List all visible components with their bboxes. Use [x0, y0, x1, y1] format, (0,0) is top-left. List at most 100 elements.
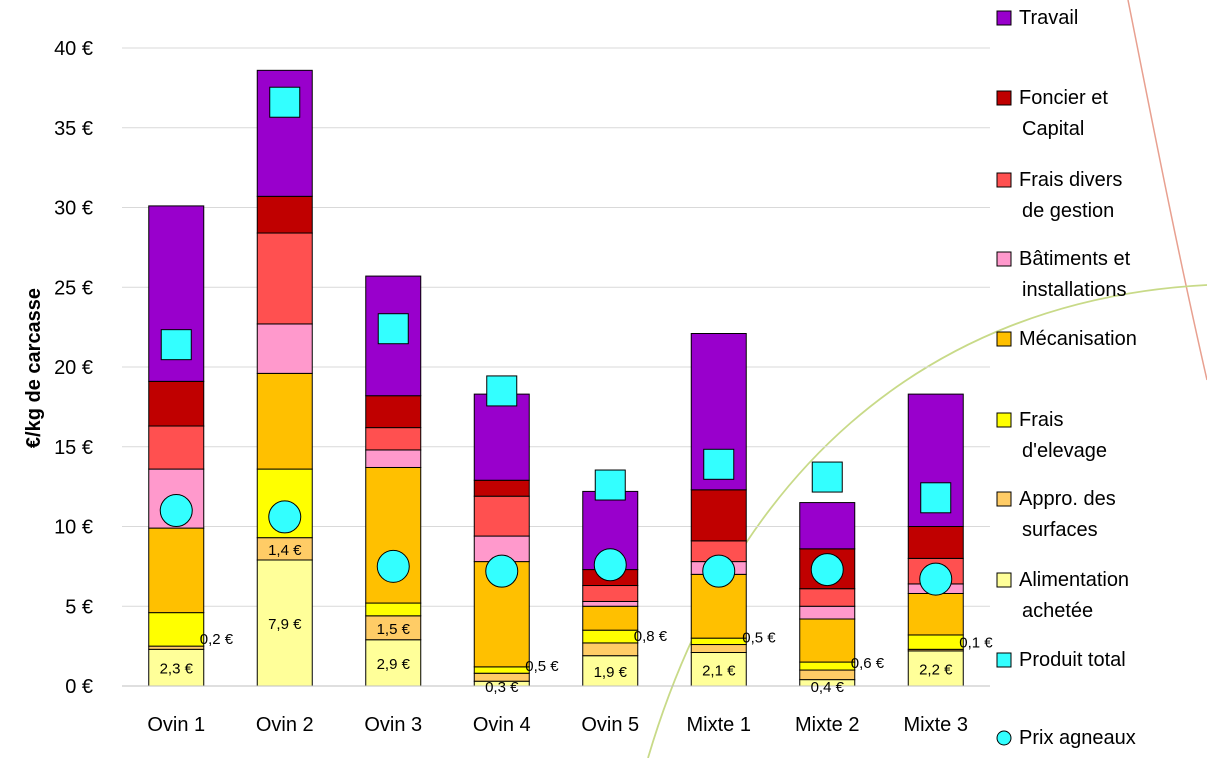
x-tick-label: Ovin 4 [473, 714, 531, 736]
bar-segment-appro-des-surfaces-mixte-1 [690, 644, 747, 654]
marker-produit-total-ovin-5 [594, 469, 626, 501]
bar-segment-batiments-et-installations-mixte-2 [799, 605, 856, 620]
data-label: 0,3 € [485, 679, 519, 696]
data-label: 7,9 € [268, 616, 302, 633]
data-label: 0,8 € [634, 628, 668, 645]
bar-segment-frais-d-elevage-ovin-4 [473, 666, 530, 674]
legend-label: installations [1022, 279, 1127, 301]
marker-prix-agneaux-ovin-3 [376, 549, 410, 583]
legend-label: d'elevage [1022, 440, 1107, 462]
legend-label: achetée [1022, 600, 1093, 622]
bar-segment-foncier-et-capital-mixte-1 [690, 489, 747, 542]
legend-swatch [996, 10, 1012, 26]
bar-segment-foncier-et-capital-mixte-3 [907, 526, 964, 559]
legend-swatch [996, 90, 1012, 106]
data-label: 2,2 € [919, 661, 953, 678]
legend-label: Prix agneaux [1019, 727, 1136, 749]
data-label: 1,4 € [268, 542, 302, 559]
bar-segment-mecanisation-mixte-2 [799, 618, 856, 663]
marker-prix-agneaux-ovin-2 [268, 500, 302, 534]
bar-segment-frais-divers-de-gestion-ovin-4 [473, 495, 530, 537]
bar-segment-frais-divers-de-gestion-ovin-1 [148, 425, 205, 470]
bar-segment-frais-d-elevage-ovin-1 [148, 612, 205, 647]
x-tick-label: Mixte 2 [795, 714, 859, 736]
legend-marker [996, 730, 1012, 746]
legend-swatch [996, 172, 1012, 188]
y-tick-label: 25 € [54, 277, 93, 299]
bar-segment-mecanisation-ovin-5 [582, 605, 639, 631]
bar-segment-mecanisation-ovin-1 [148, 527, 205, 614]
y-tick-label: 5 € [65, 596, 93, 618]
marker-produit-total-ovin-2 [269, 86, 301, 118]
legend-label: Foncier et [1019, 87, 1108, 109]
bar-segment-frais-d-elevage-mixte-1 [690, 637, 747, 646]
data-label: 2,3 € [160, 661, 194, 678]
decorative-curves [647, 0, 1207, 759]
data-label: 1,9 € [594, 664, 628, 681]
legend-label: Frais divers [1019, 169, 1122, 191]
data-label: 1,5 € [377, 621, 411, 638]
legend-swatch [996, 251, 1012, 267]
marker-produit-total-mixte-1 [703, 448, 735, 480]
legend: Travail Foncier et Capital Frais divers de g… [996, 7, 1137, 749]
data-label: 0,4 € [811, 679, 845, 696]
data-labels: 2,3 € 0,2 € 7,9 € 1,4 € 2,9 € 1,5 € 0,3 € 0,5 €… [160, 542, 994, 696]
bar-segment-foncier-et-capital-ovin-3 [365, 395, 422, 429]
x-tick-label: Ovin 3 [364, 714, 422, 736]
marker-prix-agneaux-ovin-4 [485, 554, 519, 588]
x-axis-ticks: Ovin 1 Ovin 2 Ovin 3 Ovin 4 Ovin 5 Mixte 1 Mix… [147, 714, 968, 736]
legend-swatch [996, 412, 1012, 428]
legend-swatch [996, 652, 1012, 668]
data-label: 0,5 € [742, 630, 776, 647]
y-axis-ticks: 0 € 5 € 10 € 15 € 20 € 25 € 30 € 35 € 40 € [54, 38, 93, 698]
legend-label: Capital [1022, 118, 1084, 140]
legend-label: Travail [1019, 7, 1078, 29]
bar-segment-mecanisation-ovin-2 [256, 372, 313, 470]
bar-segment-foncier-et-capital-ovin-2 [256, 195, 313, 234]
bar-segment-mecanisation-mixte-3 [907, 592, 964, 636]
marker-prix-agneaux-mixte-2 [810, 553, 844, 587]
bar-segment-appro-des-surfaces-ovin-5 [582, 642, 639, 657]
marker-prix-agneaux-ovin-1 [159, 494, 193, 528]
bar-segment-frais-d-elevage-mixte-3 [907, 634, 964, 650]
marker-produit-total-ovin-1 [160, 329, 192, 361]
bar-segment-foncier-et-capital-ovin-4 [473, 479, 530, 497]
gridlines [122, 47, 990, 607]
bar-segment-travail-mixte-3 [907, 393, 964, 527]
legend-label: Appro. des [1019, 488, 1116, 510]
x-tick-label: Mixte 3 [904, 714, 968, 736]
bar-segment-travail-ovin-1 [148, 205, 205, 382]
legend-label: Mécanisation [1019, 328, 1137, 350]
legend-label: de gestion [1022, 200, 1114, 222]
legend-swatch [996, 491, 1012, 507]
marker-produit-total-ovin-4 [486, 375, 518, 407]
x-tick-label: Ovin 2 [256, 714, 314, 736]
marker-prix-agneaux-ovin-5 [593, 548, 627, 582]
y-tick-label: 0 € [65, 676, 93, 698]
data-label: 0,2 € [200, 631, 234, 648]
legend-label: Alimentation [1019, 569, 1129, 591]
legend-swatch [996, 572, 1012, 588]
marker-prix-agneaux-mixte-3 [919, 562, 953, 596]
legend-label: Produit total [1019, 649, 1126, 671]
bar-segment-batiments-et-installations-ovin-2 [256, 323, 313, 374]
legend-label: Bâtiments et [1019, 248, 1131, 270]
bar-segment-foncier-et-capital-ovin-1 [148, 380, 205, 427]
bar-segment-frais-divers-de-gestion-mixte-2 [799, 588, 856, 607]
data-label: 0,5 € [525, 658, 559, 675]
bars [148, 69, 964, 687]
marker-produit-total-mixte-3 [920, 482, 952, 514]
data-label: 2,9 € [377, 656, 411, 673]
bar-segment-frais-d-elevage-mixte-2 [799, 661, 856, 671]
decorative-curve-red [1127, 0, 1207, 381]
marker-produit-total-mixte-2 [811, 461, 843, 493]
y-tick-label: 15 € [54, 437, 93, 459]
decorative-curve-green [647, 284, 1207, 759]
marker-produit-total-ovin-3 [377, 313, 409, 345]
x-tick-label: Mixte 1 [687, 714, 751, 736]
y-tick-label: 40 € [54, 38, 93, 60]
legend-label: Frais [1019, 409, 1063, 431]
bar-segment-frais-divers-de-gestion-ovin-2 [256, 232, 313, 325]
